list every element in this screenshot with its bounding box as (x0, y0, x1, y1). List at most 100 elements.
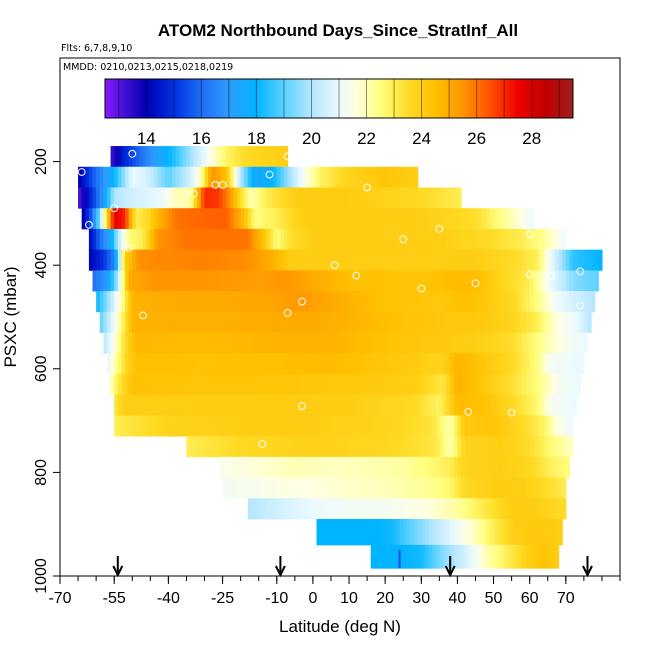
heatmap-cell (562, 332, 567, 354)
heatmap-cell (305, 187, 310, 209)
heatmap-cell (435, 208, 440, 230)
heatmap-cell (396, 228, 401, 251)
heatmap-cell (414, 208, 419, 230)
heatmap-cell (284, 146, 289, 168)
heatmap-cell (273, 187, 278, 209)
heatmap-cell (218, 270, 224, 292)
heatmap-cell (298, 456, 303, 478)
heatmap-cell (370, 332, 375, 354)
heatmap-cell (410, 436, 415, 458)
heatmap-cell (504, 249, 509, 271)
heatmap-cell (533, 415, 538, 437)
heatmap-cell (489, 544, 495, 569)
heatmap-cell (330, 498, 336, 520)
heatmap-cell (558, 498, 563, 520)
heatmap-cell (464, 270, 469, 292)
heatmap-cell (193, 332, 198, 354)
heatmap-cell (461, 291, 466, 313)
heatmap-cell (417, 373, 422, 396)
heatmap-cell (298, 498, 303, 520)
heatmap-cell (291, 166, 296, 188)
heatmap-cell (526, 436, 531, 458)
heatmap-cell (446, 456, 451, 478)
heatmap-cell (316, 270, 321, 292)
heatmap-cell (461, 353, 466, 375)
heatmap-cell (226, 394, 231, 416)
heatmap-cell (168, 270, 173, 292)
heatmap-cell (229, 373, 235, 396)
heatmap-cell (435, 456, 440, 478)
sample-point (435, 225, 444, 233)
heatmap-cell (406, 415, 412, 437)
heatmap-cell (374, 166, 379, 188)
heatmap-cell (316, 394, 321, 416)
heatmap-cell (529, 332, 534, 354)
heatmap-cell (164, 249, 169, 271)
heatmap-cell (471, 332, 477, 354)
heatmap-cell (302, 373, 307, 396)
heatmap-cell (323, 456, 328, 478)
heatmap-cell (410, 456, 415, 478)
heatmap-cell (197, 249, 202, 271)
heatmap-cell (240, 208, 245, 230)
heatmap-cell (200, 187, 206, 209)
heatmap-cell (435, 311, 440, 333)
heatmap-cell (302, 228, 307, 251)
heatmap-cell (269, 456, 274, 478)
heatmap-cell (273, 270, 278, 292)
heatmap-cell (388, 519, 393, 546)
heatmap-cell (164, 208, 169, 230)
heatmap-cell (298, 436, 303, 458)
heatmap-cell (287, 187, 292, 209)
heatmap-cell (309, 477, 314, 499)
heatmap-cell (211, 208, 216, 230)
heatmap-cell (345, 187, 350, 209)
heatmap-cell (403, 187, 408, 209)
heatmap-cell (229, 228, 235, 251)
heatmap-cell (511, 544, 516, 569)
heatmap-cell (305, 270, 310, 292)
heatmap-cell (218, 456, 224, 478)
heatmap-cell (356, 373, 361, 396)
heatmap-cell (157, 353, 162, 375)
heatmap-cell (349, 373, 354, 396)
heatmap-cell (305, 332, 310, 354)
heatmap-cell (226, 249, 231, 271)
heatmap-cell (276, 187, 281, 209)
heatmap-cell (486, 415, 491, 437)
heatmap-cell (406, 270, 412, 292)
x-axis: -70 -55 -40 -25 -10 0 10 20 30 40 50 60 70 (48, 575, 621, 607)
heatmap-cell (515, 544, 520, 569)
heatmap-cell (233, 477, 238, 499)
heatmap-cell (258, 353, 263, 375)
heatmap-cell (468, 332, 473, 354)
heatmap-cell (172, 228, 177, 251)
heatmap-cell (493, 228, 498, 251)
heatmap-cell (172, 353, 177, 375)
heatmap-cell (233, 187, 238, 209)
heatmap-cell (298, 166, 303, 188)
heatmap-cell (403, 498, 408, 520)
heatmap-cell (497, 436, 502, 458)
heatmap-cell (544, 498, 549, 520)
heatmap-cell (284, 332, 289, 354)
heatmap-cell (536, 544, 542, 569)
heatmap-cell (132, 208, 137, 230)
arrow-head (274, 565, 286, 578)
heatmap-cell (518, 249, 524, 271)
heatmap-cell (168, 394, 173, 416)
heatmap-cell (121, 373, 126, 396)
heatmap-cell (305, 456, 310, 478)
heatmap-cell (493, 477, 498, 499)
heatmap-cell (323, 415, 328, 437)
heatmap-cell (110, 311, 115, 333)
heatmap-cell (161, 373, 166, 396)
heatmap-cell (312, 166, 318, 188)
x-tick-label: -55 (103, 590, 126, 607)
heatmap-cell (558, 477, 563, 499)
heatmap-cell (150, 249, 155, 271)
heatmap-cell (150, 332, 155, 354)
heatmap-cell (352, 498, 357, 520)
heatmap-cell (125, 228, 130, 251)
